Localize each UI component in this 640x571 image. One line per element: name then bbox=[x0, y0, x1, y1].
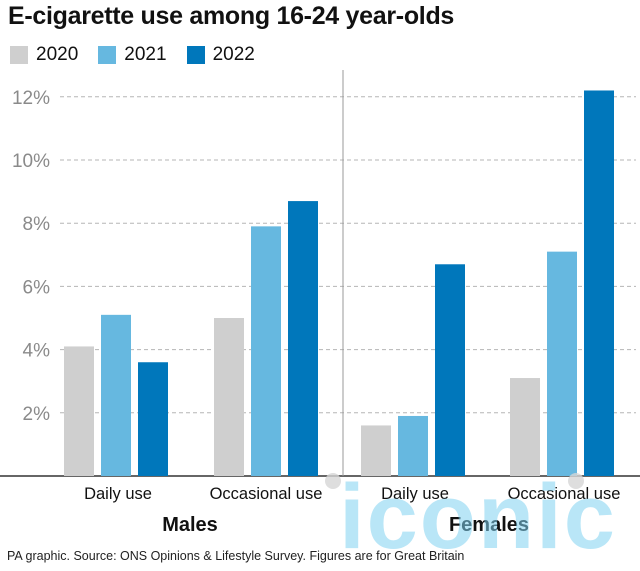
group-label: Females bbox=[449, 514, 529, 536]
y-tick-label: 10% bbox=[12, 151, 50, 172]
y-tick-label: 8% bbox=[23, 214, 51, 235]
x-category-label: Occasional use bbox=[508, 485, 621, 503]
bar-females-occasional-use-2022 bbox=[584, 90, 614, 476]
bar-males-occasional-use-2021 bbox=[251, 226, 281, 476]
legend-item-2021: 2021 bbox=[98, 44, 167, 66]
y-tick-label: 6% bbox=[23, 277, 51, 298]
bar-females-occasional-use-2021 bbox=[547, 251, 577, 476]
bar-females-occasional-use-2020 bbox=[510, 378, 540, 476]
bar-males-daily-use-2020 bbox=[64, 346, 94, 476]
x-category-label: Daily use bbox=[84, 485, 152, 503]
legend: 2020 2021 2022 bbox=[10, 44, 275, 66]
x-category-label: Daily use bbox=[381, 485, 449, 503]
legend-item-2022: 2022 bbox=[186, 44, 255, 66]
x-category-label: Occasional use bbox=[210, 485, 323, 503]
group-label: Males bbox=[162, 514, 218, 536]
y-tick-label: 2% bbox=[23, 404, 51, 425]
y-tick-label: 4% bbox=[23, 341, 51, 362]
bar-males-occasional-use-2020 bbox=[214, 318, 244, 476]
legend-swatch-2022 bbox=[186, 46, 205, 64]
bar-females-daily-use-2021 bbox=[398, 415, 428, 476]
chart-title: E-cigarette use among 16-24 year-olds bbox=[8, 2, 455, 30]
bar-males-occasional-use-2022 bbox=[288, 201, 318, 476]
y-tick-label: 12% bbox=[12, 88, 50, 109]
legend-label-2021: 2021 bbox=[124, 44, 167, 65]
legend-swatch-2020 bbox=[10, 46, 28, 64]
bar-males-daily-use-2021 bbox=[101, 314, 131, 476]
bar-females-daily-use-2020 bbox=[361, 425, 391, 476]
bar-females-daily-use-2022 bbox=[435, 264, 465, 476]
source-note: PA graphic. Source: ONS Opinions & Lifes… bbox=[7, 549, 465, 563]
watermark-dot bbox=[568, 473, 584, 489]
legend-swatch-2021 bbox=[98, 46, 117, 64]
legend-item-2020: 2020 bbox=[10, 44, 78, 66]
legend-label-2020: 2020 bbox=[36, 44, 79, 65]
watermark-logo: iconic bbox=[339, 466, 617, 568]
legend-label-2022: 2022 bbox=[212, 44, 255, 65]
bar-males-daily-use-2022 bbox=[138, 362, 168, 476]
watermark-dot bbox=[325, 473, 341, 489]
